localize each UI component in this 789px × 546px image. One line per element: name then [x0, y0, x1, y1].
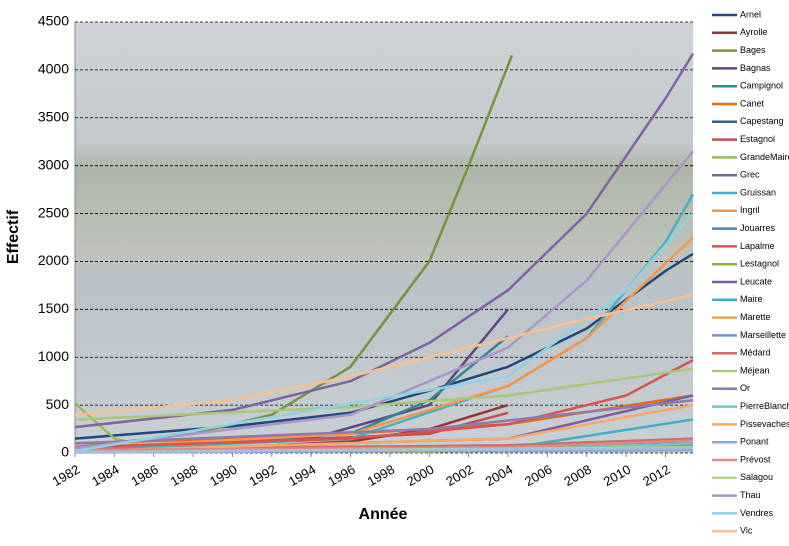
legend-label: Marette — [740, 312, 771, 322]
x-tick-label: 2000 — [404, 462, 437, 489]
legend-label: Médard — [740, 348, 771, 358]
y-tick-label: 2000 — [38, 252, 69, 268]
legend-label: Grec — [740, 170, 760, 180]
legend-label: Gruissan — [740, 187, 776, 197]
legend-label: Prévost — [740, 454, 771, 464]
legend-label: Thau — [740, 490, 761, 500]
series-line — [74, 212, 694, 453]
series-line — [74, 150, 694, 450]
x-tick-label: 1982 — [50, 462, 83, 489]
x-tick-label: 1988 — [168, 462, 201, 489]
y-tick-label: 1500 — [38, 300, 69, 316]
series-line — [74, 403, 694, 453]
legend-label: Jouarres — [740, 223, 776, 233]
x-tick-label: 2008 — [561, 462, 594, 489]
y-axis-title: Effectif — [5, 209, 22, 264]
legend-label: Marseillette — [740, 330, 786, 340]
series-line — [74, 236, 694, 450]
legend-label: Capestang — [740, 116, 784, 126]
legend-label: Vendres — [740, 508, 774, 518]
legend-label: Campignol — [740, 81, 783, 91]
plot-background — [75, 22, 693, 453]
series-line — [74, 399, 694, 445]
legend-label: Maire — [740, 294, 763, 304]
y-tick-label: 500 — [46, 396, 70, 412]
legend-label: Leucate — [740, 276, 772, 286]
y-tick-label: 1000 — [38, 348, 69, 364]
y-tick-label: 4000 — [38, 61, 69, 77]
y-tick-label: 4500 — [38, 13, 69, 29]
x-tick-label: 2004 — [483, 462, 516, 489]
legend-label: Or — [740, 383, 750, 393]
legend-label: Salagou — [740, 472, 773, 482]
legend-label: Pissevaches — [740, 419, 789, 429]
legend-label: Lapalme — [740, 241, 775, 251]
legend-label: GrandeMaire — [740, 152, 789, 162]
legend-label: Arnel — [740, 9, 761, 19]
x-tick-label: 2012 — [640, 462, 673, 489]
x-tick-label: 1992 — [246, 462, 279, 489]
legend-label: Ayrolle — [740, 27, 767, 37]
x-axis-title: Année — [359, 506, 408, 523]
x-tick-label: 1998 — [365, 462, 398, 489]
x-tick-label: 1984 — [89, 462, 122, 489]
legend-label: Méjean — [740, 365, 770, 375]
series-line — [74, 439, 694, 452]
series-line — [74, 252, 694, 440]
x-tick-label: 1990 — [207, 462, 240, 489]
x-tick-label: 2010 — [601, 462, 634, 489]
y-tick-label: 2500 — [38, 204, 69, 220]
x-tick-label: 1994 — [286, 462, 319, 489]
y-tick-label: 0 — [61, 444, 69, 460]
legend-label: Bages — [740, 45, 766, 55]
legend-label: Lestagnol — [740, 259, 779, 269]
x-tick-label: 1996 — [325, 462, 358, 489]
x-tick-label: 2006 — [522, 462, 555, 489]
series-line — [74, 358, 694, 449]
legend-label: PierreBlanche — [740, 401, 789, 411]
legend-label: Canet — [740, 98, 765, 108]
legend-label: Ponant — [740, 437, 769, 447]
y-tick-label: 3500 — [38, 108, 69, 124]
series-line — [74, 446, 694, 454]
legend-label: Estagnol — [740, 134, 775, 144]
series-line — [74, 293, 694, 416]
y-tick-label: 3000 — [38, 156, 69, 172]
legend-label: Bagnas — [740, 63, 771, 73]
series-line — [74, 367, 694, 421]
series-line — [74, 52, 695, 429]
x-tick-label: 1986 — [128, 462, 161, 489]
legend-label: Vic — [740, 526, 753, 536]
x-tick-label: 2002 — [443, 462, 476, 489]
legend-label: Ingril — [740, 205, 760, 215]
